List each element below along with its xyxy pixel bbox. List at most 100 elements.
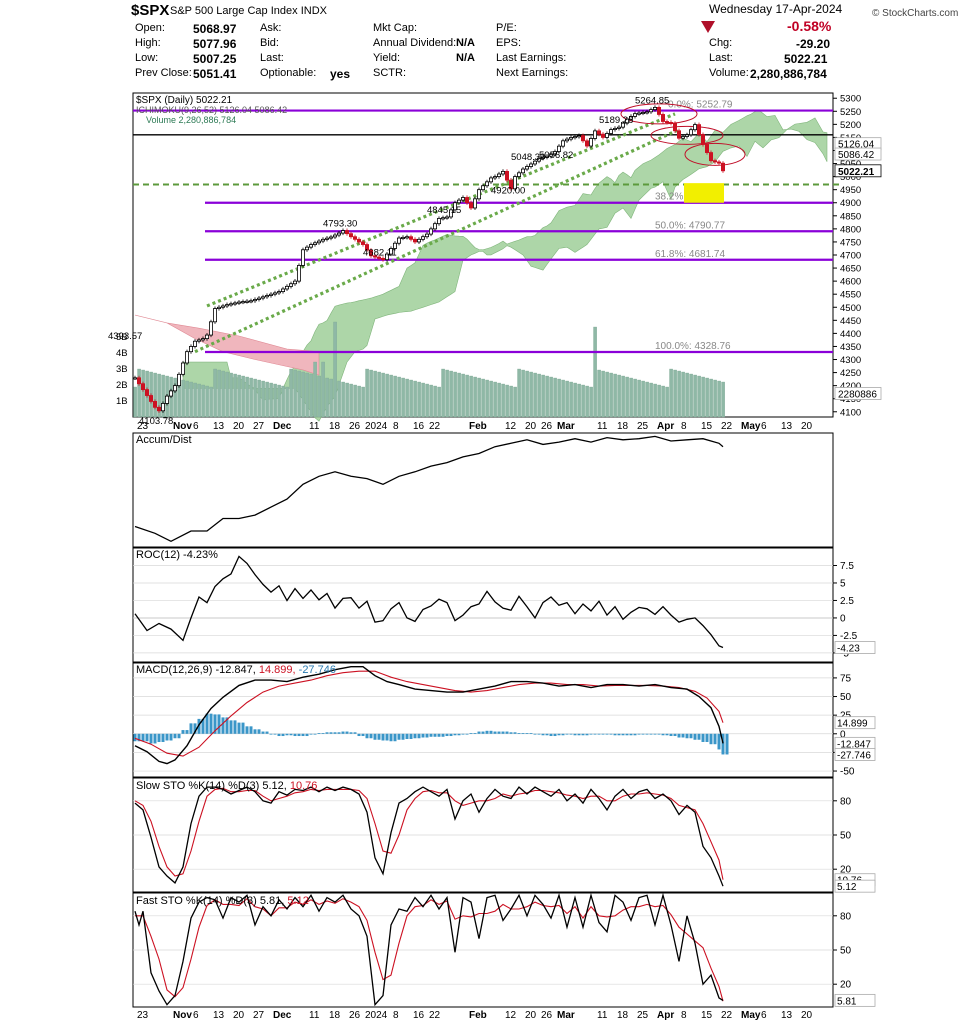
volume-bar [309,373,313,418]
volume-bar [205,385,209,418]
volume-bar [217,369,221,418]
right-value-box [834,641,876,654]
macd-histogram-bar [261,731,265,734]
macd-histogram-bar [725,733,729,755]
macd-histogram-bar [693,733,697,740]
x-axis-label: Apr [657,421,674,432]
candle-body [160,403,165,412]
candle-body [180,362,185,375]
macd-histogram-bar [549,733,553,737]
y-tick-label: 5 [840,578,846,589]
macd-histogram-bar [565,733,569,735]
volume-bar [313,361,317,418]
macd-histogram-bar [165,733,169,741]
volume-bar [401,377,405,418]
volume-bar [397,376,401,418]
macd-histogram-bar [145,733,149,742]
candle-body [709,152,714,162]
macd-histogram-bar [521,733,525,734]
macd-histogram-bar [137,733,141,742]
x-axis-label: 27 [253,1010,265,1021]
macd-histogram-bar [185,730,189,734]
candle-body [236,301,241,304]
right-value-label: -27.746 [837,750,871,761]
volume-bar [685,372,689,418]
volume-scale-label: 2B [116,380,128,391]
macd-histogram-bar [645,733,649,735]
volume-bar [541,374,545,418]
macd-histogram-bar [721,733,725,755]
volume-bar [137,368,141,418]
macd-histogram-bar [553,733,557,737]
macd-histogram-bar [209,713,213,734]
y-tick-label: 0 [840,613,846,624]
x-axis-label: 15 [701,421,713,432]
macd-histogram-bar [685,733,689,739]
price-annotation: 4793.30 [323,219,357,230]
macd-histogram-bar [409,733,413,739]
candle-body [673,122,678,132]
y-tick-label: 4350 [840,342,861,353]
macd-histogram-bar [197,718,201,734]
down-arrow-icon [701,21,715,33]
candle-body [400,236,405,239]
volume-bar [229,372,233,418]
candle-body [412,238,417,243]
volume-bar [709,378,713,418]
x-axis-label: 22 [721,1010,733,1021]
change-value: -29.20 [796,37,831,51]
volume-bar [441,368,445,418]
right-value-label: 5086.42 [838,150,875,161]
candle-body [549,153,554,157]
candle-body [601,133,606,138]
candle-body [196,339,201,342]
macd-histogram-bar [477,731,481,734]
candle-body [533,160,538,165]
x-axis-label: 16 [413,1010,425,1021]
x-axis-label: 20 [801,1010,813,1021]
macd-histogram-bar [513,732,517,734]
volume-bar [481,378,485,418]
candle-body [244,300,249,303]
candle-body [713,160,718,163]
macd-histogram-bar [333,732,337,734]
volume-bar [621,375,625,418]
x-axis-label: 20 [801,421,813,432]
macd-histogram-bar [573,733,577,736]
candle-body [264,295,269,298]
macd-histogram-bar [157,733,161,742]
candle-body [468,202,473,209]
macd-histogram-bar [189,723,193,734]
panel-title: Fast STO %K(14) %D(3) 5.81, 5.12 [136,895,309,907]
volume-bar [377,371,381,418]
candle-body [561,140,566,147]
x-axis-label: 6 [761,421,767,432]
y-tick-label: 75 [840,673,852,684]
y-tick-label: 4200 [840,381,861,392]
volume-bar [265,381,269,418]
macd-signal-line [134,670,724,757]
volume-bar [689,373,693,418]
volume-bar [325,377,329,418]
ichimoku-cloud [182,109,828,422]
candle-body [324,237,329,240]
macd-histogram-bar [229,720,233,734]
macd-histogram-bar [701,733,705,742]
macd-histogram-bar [317,733,321,734]
y-tick-label: 80 [840,796,852,807]
candle-body [396,237,401,244]
macd-histogram-bar [445,733,449,737]
y-tick-label: 50 [840,692,852,703]
volume-bar [545,375,549,418]
candle-body [488,177,493,183]
candle-body [272,292,277,295]
volume-bar [713,379,717,418]
candle-body [332,234,337,238]
volume-bar [469,375,473,418]
volume-bar [245,376,249,418]
macd-histogram-bar [269,733,273,735]
volume-bar [485,379,489,418]
macd-histogram-bar [365,733,369,739]
volume-bar [269,382,273,418]
macd-histogram-bar [353,732,357,734]
